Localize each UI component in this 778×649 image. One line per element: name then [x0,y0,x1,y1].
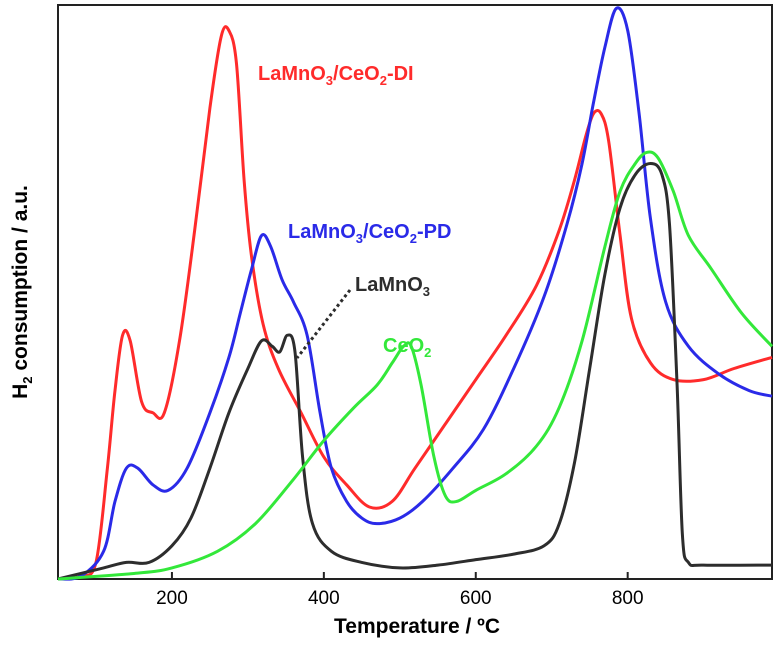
x-ticks: 200 400 600 800 [156,572,644,609]
x-tick-label: 800 [612,588,644,609]
series-line-ceo2 [57,150,774,581]
x-axis-label: Temperature / ºC [334,615,500,638]
plot-frame [57,4,773,580]
lamno3-leader-line [295,289,352,359]
label-lamno3: LaMnO3 [355,274,430,299]
label-lamno3-ceo2-di: LaMnO3/CeO2-DI [258,63,414,88]
label-lamno3-ceo2-pd: LaMnO3/CeO2-PD [288,221,451,246]
series-line-lamno3 [57,162,773,581]
series-line-lamno3-ceo2-di [57,25,773,581]
x-tick-label: 600 [460,588,492,609]
label-ceo2: CeO2 [383,335,431,360]
x-tick-label: 200 [156,588,188,609]
series-layer [57,6,774,581]
x-tick-label: 400 [308,588,340,609]
y-axis-label: H2 consumption / a.u. [9,185,35,399]
series-line-lamno3-ceo2-pd [57,6,773,581]
